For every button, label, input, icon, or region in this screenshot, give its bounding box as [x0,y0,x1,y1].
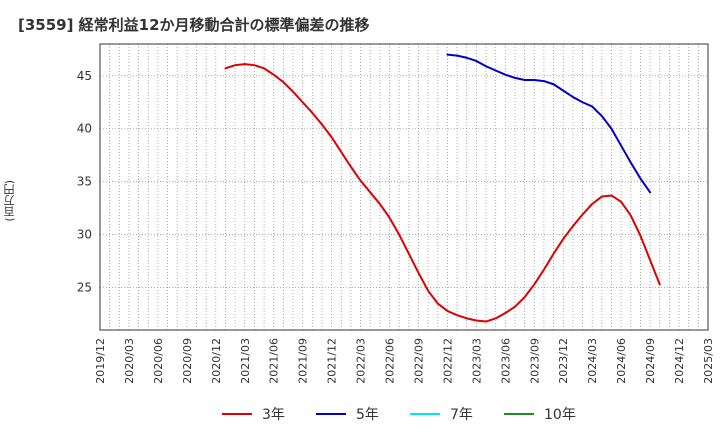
x-tick-label: 2019/12 [94,338,107,384]
x-tick-label: 2024/06 [615,338,628,384]
legend-item: 3年 [222,404,285,424]
x-tick-label: 2020/06 [152,338,165,384]
x-tick-label: 2022/03 [355,338,368,384]
legend-label: 3年 [262,407,285,423]
x-tick-label: 2023/09 [528,338,541,384]
series-line-5年 [446,53,652,194]
legend-swatch [316,413,346,415]
x-tick-label: 2023/12 [557,338,570,384]
legend-swatch [410,413,440,415]
y-tick-label: 25 [77,281,92,295]
x-tick-label: 2021/03 [239,338,252,384]
legend-label: 7年 [450,407,473,423]
y-tick-label: 35 [77,175,92,189]
legend: 3年 5年 7年 10年 [0,404,720,426]
x-tick-label: 2021/06 [268,338,281,384]
x-tick-label: 2025/03 [702,338,715,384]
x-tick-label: 2020/03 [123,338,136,384]
x-tick-label: 2024/03 [586,338,599,384]
y-tick-label: 40 [77,122,92,136]
legend-swatch [504,413,534,415]
x-tick-label: 2022/12 [441,338,454,384]
chart-title: [3559] 経常利益12か月移動合計の標準偏差の推移 [18,16,370,34]
x-tick-label: 2023/06 [499,338,512,384]
legend-label: 5年 [356,407,379,423]
y-tick-label: 45 [77,69,92,83]
x-tick-label: 2022/06 [384,338,397,384]
series-line-3年 [224,63,661,323]
x-tick-label: 2020/09 [181,338,194,384]
legend-item: 7年 [410,404,473,424]
x-tick-label: 2020/12 [210,338,223,384]
x-tick-label: 2022/09 [412,338,425,384]
x-tick-label: 2021/12 [326,338,339,384]
legend-item: 10年 [504,404,576,424]
y-tick-label: 30 [77,228,92,242]
x-tick-label: 2021/09 [297,338,310,384]
plot-frame [99,43,709,331]
legend-label: 10年 [544,407,576,423]
legend-item: 5年 [316,404,379,424]
x-tick-label: 2024/12 [673,338,686,384]
legend-swatch [222,413,252,415]
x-tick-label: 2024/09 [644,338,657,384]
x-tick-label: 2023/03 [470,338,483,384]
